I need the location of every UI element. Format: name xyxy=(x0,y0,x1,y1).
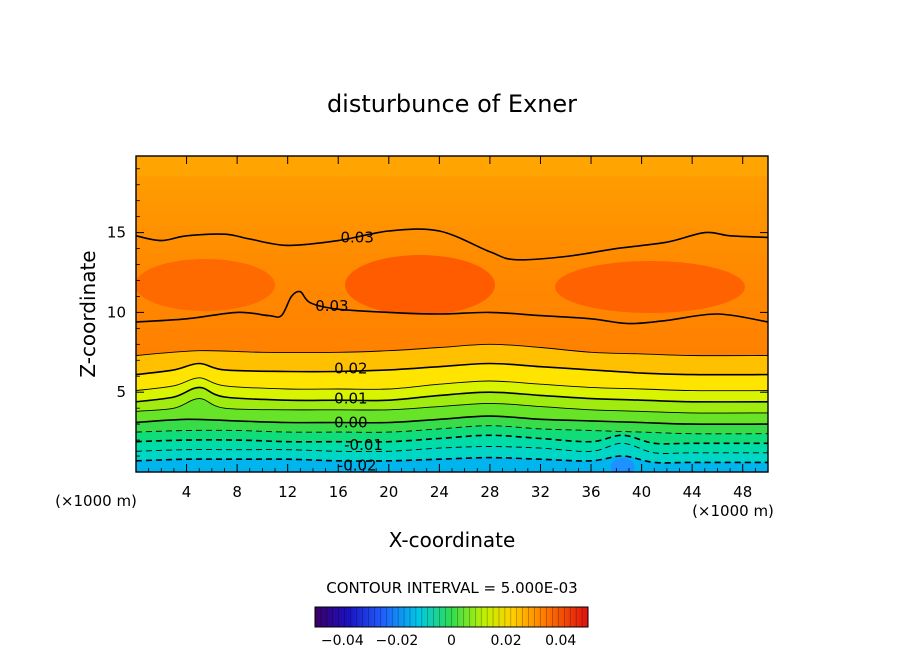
field-band-lowest xyxy=(136,455,768,472)
colorbar-tick-label: 0.04 xyxy=(545,633,576,649)
colorbar-tick-labels: −0.04 −0.02 0 0.02 0.04 xyxy=(321,633,577,649)
y-tick-label: 10 xyxy=(107,303,126,321)
max-region-left xyxy=(136,259,275,311)
colorbar-tick-label: −0.04 xyxy=(321,633,364,649)
contour-label: -0.01 xyxy=(344,436,383,454)
contour-line xyxy=(136,290,768,325)
contour-line xyxy=(136,377,768,392)
contour-label: 0.02 xyxy=(334,359,367,377)
x-unit-left: (×1000 m) xyxy=(55,492,137,510)
contour-line xyxy=(136,425,768,435)
contour-labels: 0.03 0.03 0.02 0.01 0.00 -0.01 -0.02 xyxy=(315,228,383,475)
contour-line xyxy=(136,442,768,454)
contour-line xyxy=(136,386,768,403)
x-tick-label: 16 xyxy=(329,483,348,501)
contour-interval-text: CONTOUR INTERVAL = 5.000E-03 xyxy=(326,579,577,597)
x-tick-label: 36 xyxy=(581,483,600,501)
contour-line xyxy=(136,362,768,376)
colorbar: −0.04 −0.02 0 0.02 0.04 xyxy=(314,606,589,649)
x-tick-label: 32 xyxy=(531,483,550,501)
contour-line xyxy=(136,415,768,426)
x-tick-label: 48 xyxy=(733,483,752,501)
contour-line xyxy=(136,434,768,445)
contour-lines xyxy=(136,228,768,464)
contour-label: -0.02 xyxy=(338,457,377,475)
contour-line xyxy=(136,455,768,464)
x-tick-label: 12 xyxy=(278,483,297,501)
contour-label: 0.03 xyxy=(340,228,373,246)
x-unit-right: (×1000 m) xyxy=(692,502,774,520)
x-tick-label: 20 xyxy=(379,483,398,501)
x-tick-label: 28 xyxy=(480,483,499,501)
max-region-right xyxy=(555,261,745,313)
contour-label: 0.01 xyxy=(334,390,367,408)
x-tick-label: 4 xyxy=(182,483,192,501)
top-light-band xyxy=(136,156,768,176)
colorbar-frame xyxy=(314,606,589,628)
contour-fill xyxy=(136,156,768,472)
colorbar-tick-label: 0 xyxy=(447,633,456,649)
y-tick-label: 15 xyxy=(107,224,126,242)
x-tick-label: 24 xyxy=(430,483,449,501)
y-axis-label: Z-coordinate xyxy=(76,250,100,377)
x-axis-ticks: 4 8 12 16 20 24 28 32 36 40 44 48 xyxy=(148,156,756,501)
contour-label: 0.03 xyxy=(315,297,348,315)
colorbar-tick-label: −0.02 xyxy=(375,633,418,649)
chart-title: disturbunce of Exner xyxy=(327,90,577,118)
x-tick-label: 8 xyxy=(232,483,242,501)
contour-line xyxy=(136,398,768,414)
contour-line xyxy=(136,228,768,261)
contour-line xyxy=(136,343,768,357)
min-region xyxy=(610,458,635,472)
x-tick-label: 40 xyxy=(632,483,651,501)
max-region-center xyxy=(345,255,495,315)
x-axis-label: X-coordinate xyxy=(389,528,516,552)
y-axis-ticks: 5 10 15 xyxy=(107,168,768,457)
y-tick-label: 5 xyxy=(116,383,126,401)
colorbar-tick-label: 0.02 xyxy=(491,633,522,649)
x-tick-label: 44 xyxy=(683,483,702,501)
colorbar-stripes xyxy=(320,607,583,627)
contour-label: 0.00 xyxy=(334,414,367,432)
plot-area: 0.030.030.020.010.00-0.01-0.02 4 8 12 16 20 2… xyxy=(107,155,769,501)
